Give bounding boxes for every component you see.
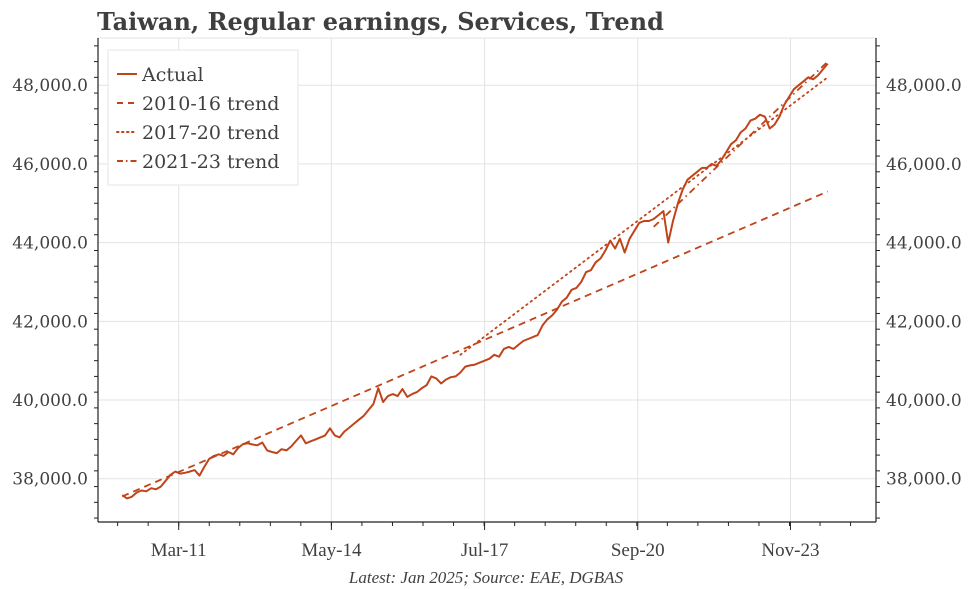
y-tick-label-right: 40,000.0 [886, 391, 962, 411]
y-tick-label-left: 40,000.0 [12, 391, 88, 411]
series-group [121, 60, 829, 500]
x-tick-label: Nov-23 [761, 540, 819, 561]
y-tick-label-right: 42,000.0 [886, 312, 962, 332]
series-2021-23-trend [653, 60, 829, 228]
legend-label: Actual [141, 64, 204, 86]
legend: Actual 2010-16 trend 2017-20 trend 2021-23 … [107, 49, 299, 186]
y-tick-label-right: 48,000.0 [886, 76, 962, 96]
y-tick-label-left: 48,000.0 [12, 76, 88, 96]
y-tick-label-left: 42,000.0 [12, 312, 88, 332]
legend-label: 2021-23 trend [142, 151, 279, 173]
y-tick-label-left: 38,000.0 [12, 470, 88, 490]
series-2017-20-trend [459, 76, 829, 356]
chart-title: Taiwan, Regular earnings, Services, Tren… [97, 7, 664, 36]
x-tick-label: May-14 [301, 540, 362, 561]
chart-caption: Latest: Jan 2025; Source: EAE, DGBAS [348, 568, 624, 587]
legend-label: 2010-16 trend [142, 93, 279, 115]
y-tick-label-right: 38,000.0 [886, 470, 962, 490]
y-tick-label-right: 46,000.0 [886, 155, 962, 175]
x-tick-label: Mar-11 [151, 540, 207, 561]
x-tick-label: Jul-17 [461, 540, 509, 561]
x-tick-label: Sep-20 [611, 540, 665, 561]
y-tick-label-right: 44,000.0 [886, 234, 962, 254]
y-tick-label-left: 44,000.0 [12, 234, 88, 254]
legend-box [107, 49, 299, 186]
legend-label: 2017-20 trend [142, 122, 279, 144]
axes: 38,000.0 38,000.0 40,000.0 40,000.0 42,000.0… [12, 38, 962, 561]
y-tick-label-left: 46,000.0 [12, 155, 88, 175]
